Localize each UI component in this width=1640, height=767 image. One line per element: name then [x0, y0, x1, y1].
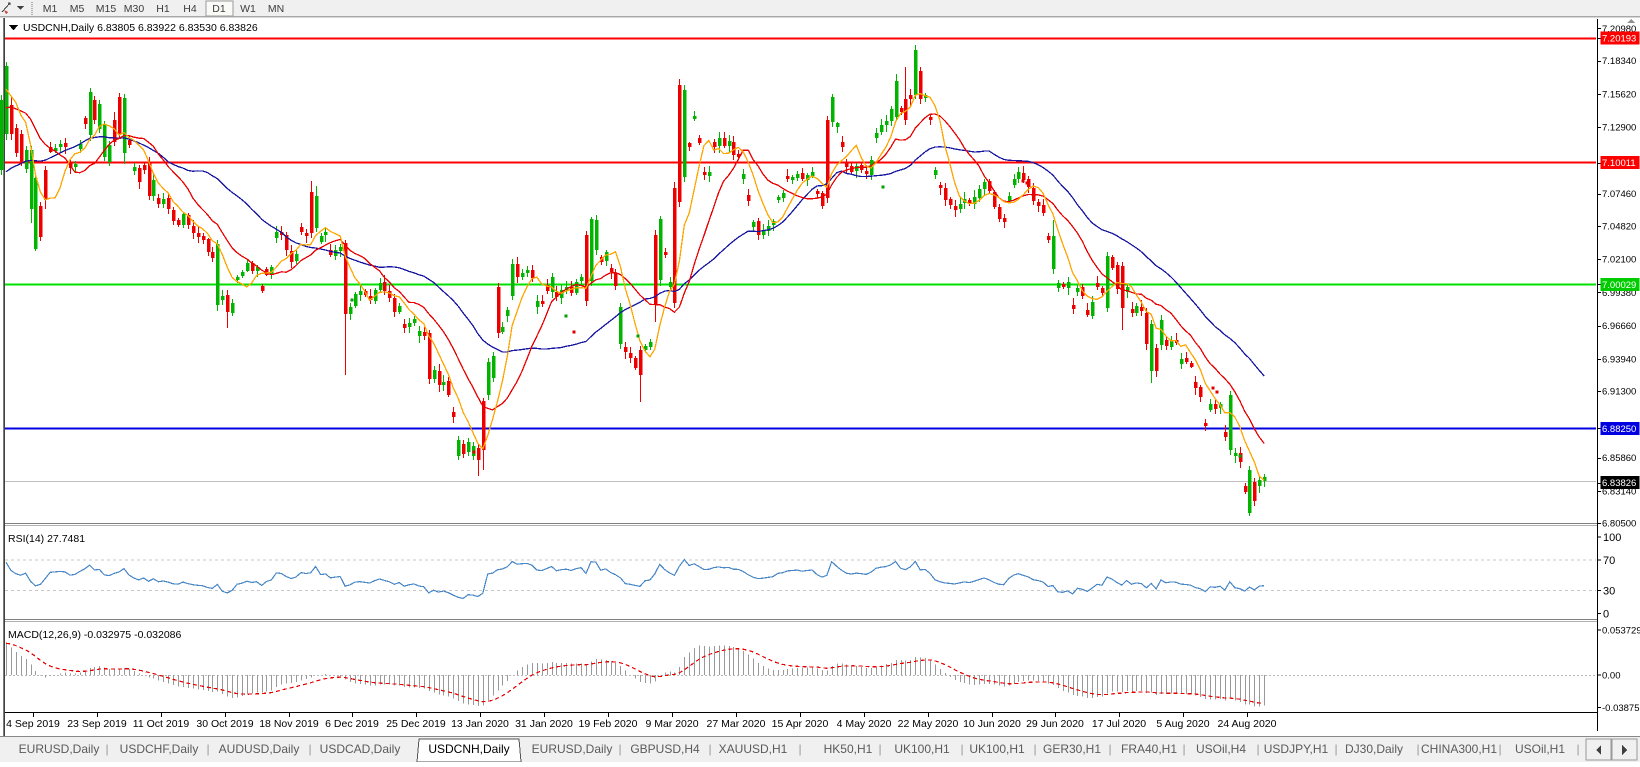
svg-text:30: 30 — [1603, 586, 1615, 598]
svg-text:|: | — [960, 742, 963, 756]
svg-text:29 Jun 2020: 29 Jun 2020 — [1026, 718, 1084, 730]
svg-text:USDCNH,Daily: USDCNH,Daily — [428, 742, 509, 756]
svg-text:USOil,H4: USOil,H4 — [1196, 742, 1246, 756]
svg-text:|: | — [1334, 742, 1337, 756]
svg-text:DJ30,Daily: DJ30,Daily — [1345, 742, 1403, 756]
svg-text:6.83140: 6.83140 — [1602, 486, 1636, 497]
svg-text:6.91300: 6.91300 — [1602, 387, 1636, 398]
svg-text:|: | — [1033, 742, 1036, 756]
svg-text:M5: M5 — [70, 3, 85, 15]
svg-text:11 Oct 2019: 11 Oct 2019 — [133, 718, 190, 730]
svg-text:M15: M15 — [96, 3, 117, 15]
svg-text:31 Jan 2020: 31 Jan 2020 — [515, 718, 573, 730]
svg-text:0.053729: 0.053729 — [1602, 625, 1640, 636]
svg-text:18 Nov 2019: 18 Nov 2019 — [259, 718, 319, 730]
svg-text:MN: MN — [268, 3, 284, 15]
svg-text:7.20980: 7.20980 — [1602, 24, 1636, 35]
svg-text:|: | — [1498, 742, 1501, 756]
svg-text:|: | — [1182, 742, 1185, 756]
svg-text:7.00029: 7.00029 — [1602, 280, 1636, 291]
svg-text:7.18340: 7.18340 — [1602, 56, 1636, 67]
svg-text:5 Aug 2020: 5 Aug 2020 — [1156, 718, 1209, 730]
svg-text:23 Sep 2019: 23 Sep 2019 — [67, 718, 127, 730]
svg-text:4 Sep 2019: 4 Sep 2019 — [6, 718, 60, 730]
svg-text:6.96660: 6.96660 — [1602, 321, 1636, 332]
svg-text:6.85860: 6.85860 — [1602, 453, 1636, 464]
svg-text:7.12900: 7.12900 — [1602, 123, 1636, 134]
svg-text:RSI(14) 27.7481: RSI(14) 27.7481 — [8, 533, 85, 545]
svg-text:FRA40,H1: FRA40,H1 — [1121, 742, 1177, 756]
svg-text:4 May 2020: 4 May 2020 — [837, 718, 892, 730]
svg-text:GER30,H1: GER30,H1 — [1043, 742, 1101, 756]
svg-text:|: | — [1416, 742, 1419, 756]
svg-text:10 Jun 2020: 10 Jun 2020 — [963, 718, 1021, 730]
svg-text:6.88250: 6.88250 — [1602, 424, 1636, 435]
svg-text:M1: M1 — [43, 3, 58, 15]
svg-text:6.83826: 6.83826 — [1602, 478, 1636, 489]
svg-text:15 Apr 2020: 15 Apr 2020 — [772, 718, 829, 730]
svg-text:0.00: 0.00 — [1602, 671, 1621, 682]
svg-text:6.80500: 6.80500 — [1602, 519, 1636, 530]
svg-text:HK50,H1: HK50,H1 — [824, 742, 873, 756]
svg-text:24 Aug 2020: 24 Aug 2020 — [1218, 718, 1277, 730]
svg-text:|: | — [798, 742, 801, 756]
svg-text:17 Jul 2020: 17 Jul 2020 — [1092, 718, 1146, 730]
svg-text:GBPUSD,H4: GBPUSD,H4 — [630, 742, 700, 756]
svg-text:XAUUSD,H1: XAUUSD,H1 — [719, 742, 788, 756]
svg-text:M30: M30 — [124, 3, 145, 15]
svg-text:|: | — [1256, 742, 1259, 756]
svg-text:H4: H4 — [183, 3, 197, 15]
svg-text:-0.038751: -0.038751 — [1602, 703, 1640, 714]
svg-text:|: | — [878, 742, 881, 756]
svg-text:D1: D1 — [212, 3, 226, 15]
svg-text:6 Dec 2019: 6 Dec 2019 — [325, 718, 379, 730]
svg-text:70: 70 — [1603, 555, 1615, 567]
svg-text:EURUSD,Daily: EURUSD,Daily — [532, 742, 613, 756]
svg-text:UK100,H1: UK100,H1 — [969, 742, 1025, 756]
svg-text:7.07460: 7.07460 — [1602, 189, 1636, 200]
svg-text:|: | — [1108, 742, 1111, 756]
svg-text:|: | — [308, 742, 311, 756]
svg-text:7.02100: 7.02100 — [1602, 255, 1636, 266]
svg-text:22 May 2020: 22 May 2020 — [898, 718, 959, 730]
svg-text:AUDUSD,Daily: AUDUSD,Daily — [219, 742, 300, 756]
svg-text:30 Oct 2019: 30 Oct 2019 — [196, 718, 253, 730]
svg-text:7.10011: 7.10011 — [1602, 158, 1636, 169]
svg-text:H1: H1 — [156, 3, 170, 15]
svg-text:USDCHF,Daily: USDCHF,Daily — [120, 742, 199, 756]
svg-text:9 Mar 2020: 9 Mar 2020 — [645, 718, 698, 730]
svg-text:27 Mar 2020: 27 Mar 2020 — [707, 718, 766, 730]
svg-text:7.20193: 7.20193 — [1602, 34, 1636, 45]
svg-text:7.04820: 7.04820 — [1602, 222, 1636, 233]
svg-text:6.93940: 6.93940 — [1602, 354, 1636, 365]
svg-text:USDCAD,Daily: USDCAD,Daily — [320, 742, 401, 756]
svg-text:CHINA300,H1: CHINA300,H1 — [1421, 742, 1497, 756]
svg-text:25 Dec 2019: 25 Dec 2019 — [386, 718, 446, 730]
svg-text:|: | — [708, 742, 711, 756]
svg-text:|: | — [618, 742, 621, 756]
svg-text:EURUSD,Daily: EURUSD,Daily — [19, 742, 100, 756]
svg-text:UK100,H1: UK100,H1 — [894, 742, 950, 756]
svg-text:W1: W1 — [240, 3, 256, 15]
svg-text:0: 0 — [1603, 609, 1609, 621]
svg-text:6.99380: 6.99380 — [1602, 288, 1636, 299]
svg-text:13 Jan 2020: 13 Jan 2020 — [451, 718, 509, 730]
svg-text:100: 100 — [1603, 532, 1621, 544]
svg-text:USOil,H1: USOil,H1 — [1515, 742, 1565, 756]
svg-text:|: | — [1576, 742, 1579, 756]
svg-text:USDCNH,Daily 6.83805 6.83922: USDCNH,Daily 6.83805 6.83922 6.83530 6.8… — [23, 22, 258, 34]
svg-text:MACD(12,26,9) -0.032975 -0.032: MACD(12,26,9) -0.032975 -0.032086 — [8, 629, 182, 641]
svg-text:|: | — [206, 742, 209, 756]
svg-text:19 Feb 2020: 19 Feb 2020 — [579, 718, 638, 730]
svg-text:USDJPY,H1: USDJPY,H1 — [1264, 742, 1329, 756]
svg-text:7.15620: 7.15620 — [1602, 90, 1636, 101]
svg-text:|: | — [105, 742, 108, 756]
